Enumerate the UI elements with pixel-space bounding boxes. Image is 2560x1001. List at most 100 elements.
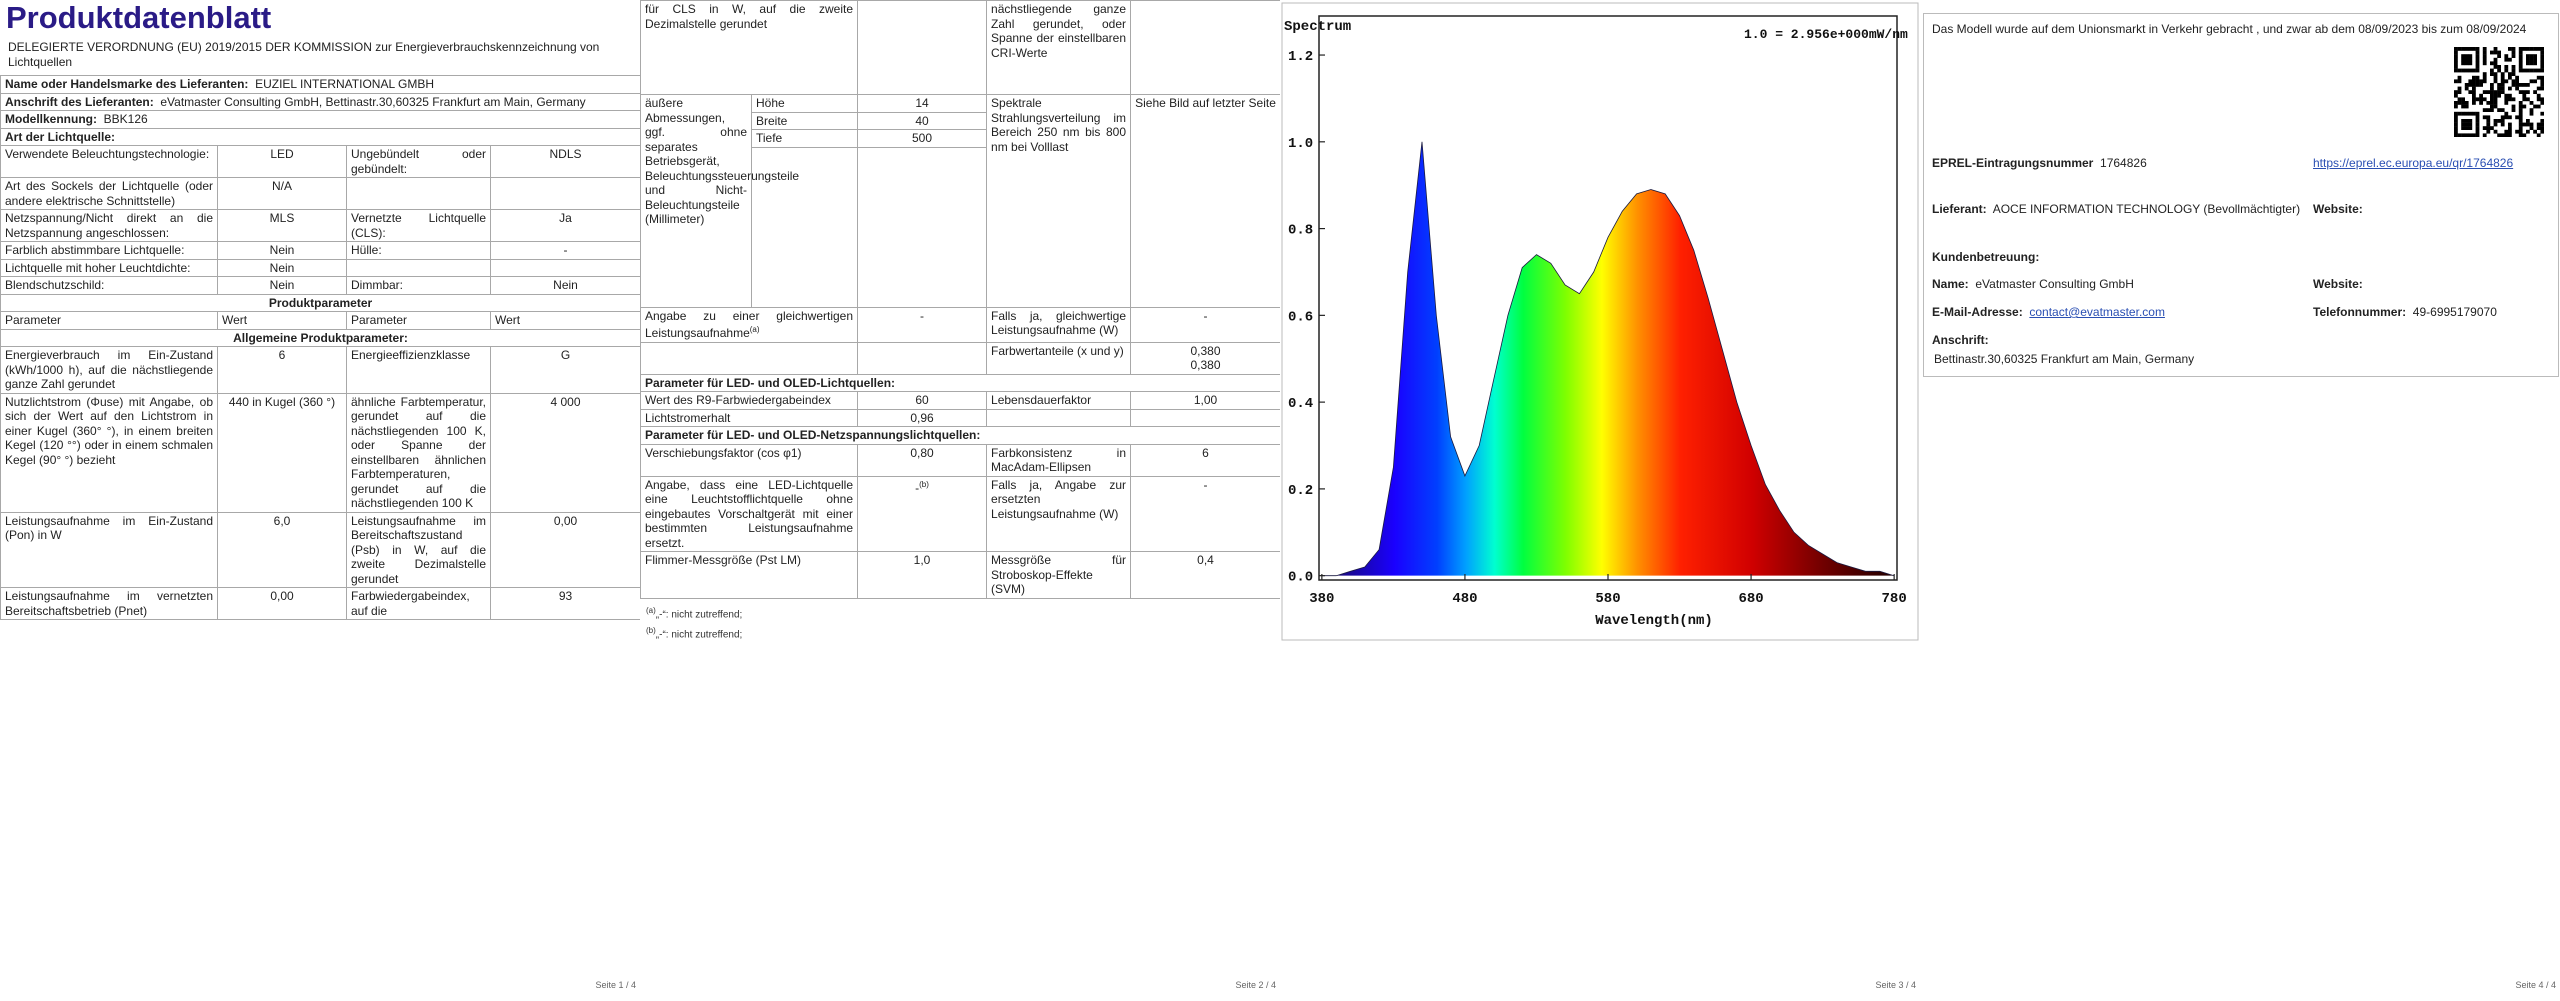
data-table: Name oder Handelsmarke des Lieferanten: … [0, 75, 640, 620]
qr-module [2518, 115, 2523, 120]
cell: Wert des R9-Farbwiedergabeindex [640, 391, 859, 410]
cell: ähnliche Farbtemperatur, gerundet auf di… [346, 392, 491, 513]
page-content: Produktdatenblatt DELEGIERTE VERORDNUNG … [0, 0, 640, 972]
cell: Art des Sockels der Lichtquelle (oder an… [0, 177, 218, 210]
qr-module [2533, 79, 2537, 84]
cell: Nein [217, 276, 347, 295]
cell: MLS [217, 209, 347, 242]
cell: Leistungsaufnahme im Bereitschaftszustan… [346, 511, 491, 588]
cell: Blendschutzschild: [0, 276, 218, 295]
header-cell: Wert [489, 311, 640, 330]
cell: 6 [217, 346, 347, 394]
qr-module [2482, 75, 2487, 80]
footnote: (b)„-“: nicht zutreffend; [646, 623, 1274, 643]
qr-module [2464, 104, 2469, 109]
y-tick-label: 0.0 [1288, 570, 1313, 586]
x-axis-label: Wavelength(nm) [1595, 613, 1713, 629]
qr-module [2482, 133, 2487, 137]
qr-module [2511, 97, 2516, 102]
cell: Nein [489, 276, 640, 295]
qr-code[interactable] [2454, 47, 2544, 137]
qr-module [2490, 90, 2494, 94]
qr-module [2472, 133, 2476, 137]
qr-module [2533, 61, 2537, 66]
qr-module [2515, 79, 2519, 84]
header-cell: Wert [217, 311, 347, 330]
qr-module [2511, 47, 2516, 51]
qr-module [2504, 57, 2509, 62]
qr-module [2493, 104, 2498, 109]
qr-module [2500, 133, 2505, 137]
qr-module [2511, 68, 2516, 73]
qr-module [2526, 119, 2530, 123]
qr-module [2461, 111, 2465, 116]
qr-module [2468, 57, 2473, 62]
qr-module [2500, 119, 2505, 123]
qr-module [2515, 129, 2519, 134]
qr-module [2540, 129, 2544, 134]
eprel-link[interactable]: https://eprel.ec.europa.eu/qr/1764826 [2313, 156, 2514, 170]
qr-module [2472, 47, 2476, 51]
cell: Energieverbrauch im Ein-Zustand (kWh/100… [0, 346, 218, 394]
qr-module [2497, 93, 2501, 98]
qr-module [2508, 129, 2512, 134]
qr-module [2490, 104, 2494, 109]
cell: Nein [217, 241, 347, 260]
qr-module [2497, 83, 2501, 87]
qr-module [2464, 111, 2469, 116]
qr-module [2533, 47, 2537, 51]
qr-module [2518, 133, 2523, 137]
qr-module [2526, 83, 2530, 87]
qr-module [2475, 47, 2480, 51]
qr-module [2518, 50, 2523, 55]
qr-module [2533, 104, 2537, 109]
value: 0,380 [1190, 343, 1221, 358]
qr-module [2454, 68, 2458, 73]
cell: Hülle: [346, 241, 491, 260]
qr-module [2490, 61, 2494, 66]
qr-module [2522, 122, 2527, 127]
qr-module [2468, 133, 2473, 137]
qr-module [2540, 86, 2544, 91]
qr-module [2497, 119, 2501, 123]
cell: Modellkennung: BBK126 [0, 110, 640, 129]
cell: Netzspannung/Nicht direkt an die Netzspa… [0, 209, 218, 242]
qr-module [2490, 97, 2494, 102]
value: Bettinastr.30,60325 Frankfurt am Main, G… [1934, 352, 2195, 366]
email-link[interactable]: contact@evatmaster.com [2029, 305, 2165, 319]
regulation: DELEGIERTE VERORDNUNG (EU) 2019/2015 DER… [8, 40, 600, 69]
qr-module [2536, 104, 2541, 109]
qr-module [2529, 61, 2534, 66]
qr-module [2475, 65, 2480, 69]
qr-module [2540, 111, 2544, 116]
qr-module [2493, 90, 2498, 94]
qr-module [2490, 126, 2494, 130]
page-footer: Seite 4 / 4 [2515, 980, 2556, 990]
label: Kundenbetreuung: [1932, 250, 2040, 264]
cell: Nein [217, 258, 347, 277]
cell: Lebensdauerfaktor [986, 391, 1132, 410]
qr-module [2468, 126, 2473, 130]
section: Art der Lichtquelle: [0, 127, 640, 146]
qr-module [2533, 57, 2537, 62]
qr-module [2472, 86, 2476, 91]
qr-module [2515, 83, 2519, 87]
qr-module [2518, 101, 2523, 105]
qr-module [2526, 122, 2530, 127]
qr-module [2522, 97, 2527, 102]
cell: - [1130, 306, 1280, 343]
label: Telefonnummer: [2313, 305, 2407, 319]
qr-module [2518, 47, 2523, 51]
qr-module [2454, 101, 2458, 105]
cell [489, 258, 640, 277]
qr-module [2486, 119, 2491, 123]
qr-module [2457, 97, 2462, 102]
value: BBK126 [103, 112, 148, 126]
qr-module [2475, 50, 2480, 55]
qr-module [2472, 111, 2476, 116]
qr-module [2529, 126, 2534, 130]
qr-module [2508, 115, 2512, 120]
qr-module [2475, 54, 2480, 58]
qr-module [2518, 126, 2523, 130]
